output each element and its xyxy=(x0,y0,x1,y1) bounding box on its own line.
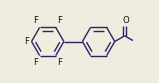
Text: O: O xyxy=(123,16,130,25)
Text: F: F xyxy=(57,58,62,67)
Text: F: F xyxy=(24,37,29,46)
Text: F: F xyxy=(33,16,38,25)
Text: F: F xyxy=(57,16,62,25)
Text: F: F xyxy=(33,58,38,67)
